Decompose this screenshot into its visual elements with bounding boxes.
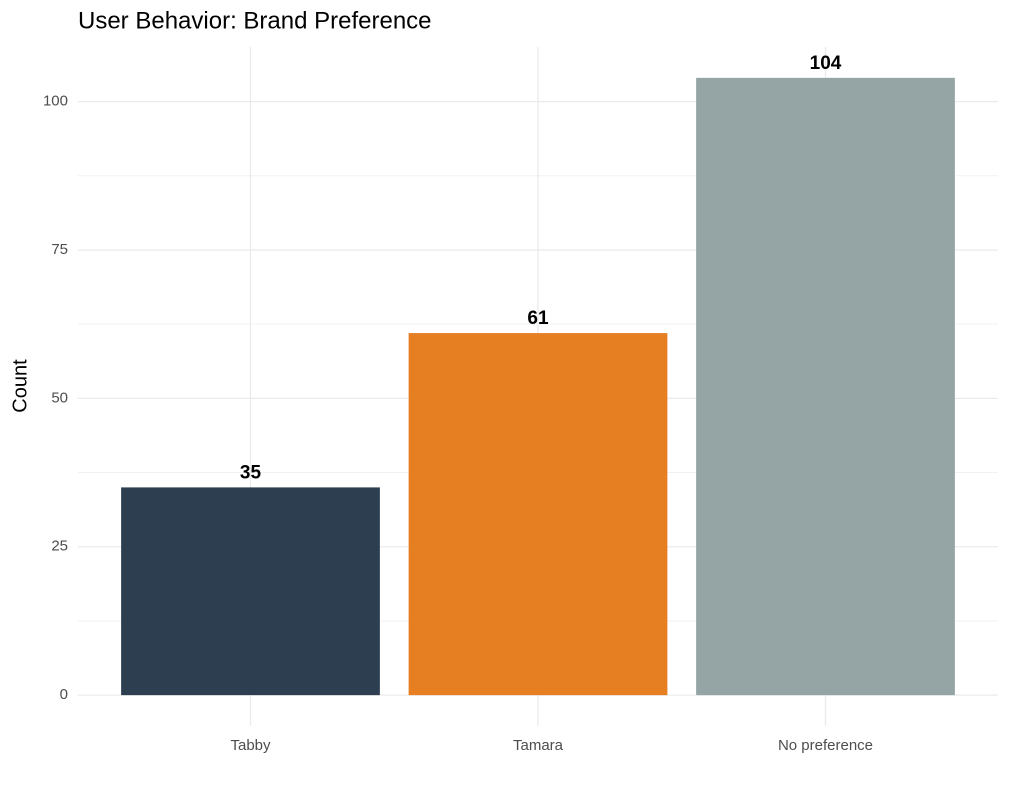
bar bbox=[121, 487, 380, 696]
x-tick-label: Tabby bbox=[230, 737, 271, 754]
x-tick-label: Tamara bbox=[513, 737, 564, 754]
y-tick-label: 50 bbox=[51, 389, 68, 406]
data-label: 104 bbox=[810, 53, 842, 74]
y-tick-label: 0 bbox=[60, 686, 68, 703]
data-label: 61 bbox=[527, 308, 549, 329]
y-tick-label: 100 bbox=[43, 93, 68, 110]
y-axis-label: Count bbox=[9, 359, 31, 413]
y-tick-label: 75 bbox=[51, 241, 68, 258]
data-label: 35 bbox=[240, 462, 262, 483]
bar bbox=[696, 77, 955, 696]
x-tick-label: No preference bbox=[778, 737, 873, 754]
chart-title: User Behavior: Brand Preference bbox=[78, 7, 432, 34]
bar bbox=[408, 333, 668, 696]
y-tick-label: 25 bbox=[51, 538, 68, 555]
